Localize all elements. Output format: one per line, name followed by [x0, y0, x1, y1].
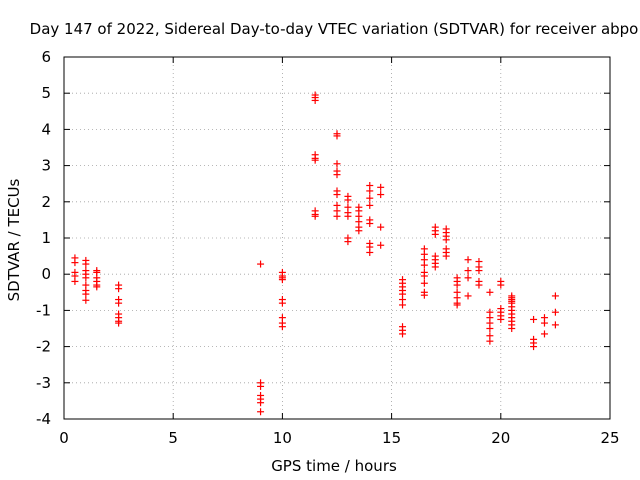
data-point	[333, 160, 341, 168]
y-tick-label: -4	[36, 410, 51, 428]
data-point	[278, 323, 286, 331]
data-point	[344, 196, 352, 204]
x-tick-label: 25	[600, 429, 619, 447]
data-point	[508, 325, 516, 332]
data-point	[431, 263, 439, 271]
data-point	[344, 238, 352, 246]
data-point	[486, 288, 494, 296]
data-point	[344, 212, 352, 220]
data-point	[311, 96, 319, 104]
data-point	[540, 319, 548, 327]
data-point	[333, 132, 341, 140]
data-point	[257, 399, 265, 407]
data-point	[115, 319, 123, 327]
data-point	[551, 321, 559, 329]
data-point	[366, 248, 374, 256]
data-point	[486, 337, 494, 345]
x-tick-label: 20	[491, 429, 510, 447]
data-point	[530, 315, 538, 323]
x-axis-label: GPS time / hours	[271, 457, 397, 475]
data-point	[377, 241, 385, 249]
data-point	[366, 194, 374, 202]
data-point	[366, 187, 374, 195]
data-point	[71, 259, 79, 267]
data-point	[333, 171, 341, 179]
data-point	[420, 279, 428, 287]
data-point	[475, 281, 483, 289]
data-point	[442, 236, 450, 244]
data-point	[464, 267, 472, 275]
data-point	[366, 220, 374, 228]
data-point	[377, 183, 385, 191]
data-point	[420, 272, 428, 280]
data-point	[82, 290, 90, 298]
axis-ticks: 0 5 10 15 20 25 -4 -3 -2 -1 0 1 2 3 4 5 6	[36, 48, 620, 447]
data-point	[257, 260, 265, 268]
data-point	[278, 276, 286, 284]
data-point	[540, 330, 548, 338]
data-point	[453, 301, 461, 309]
y-tick-label: 4	[41, 120, 51, 138]
data-point	[311, 212, 319, 220]
data-point	[257, 408, 265, 416]
y-tick-label: -1	[36, 301, 51, 319]
data-point	[442, 252, 450, 260]
y-tick-label: 2	[41, 193, 51, 211]
y-tick-label: -2	[36, 338, 51, 356]
chart-title: Day 147 of 2022, Sidereal Day-to-day VTE…	[30, 20, 639, 38]
data-point	[333, 212, 341, 220]
data-point	[453, 281, 461, 289]
data-point	[115, 299, 123, 307]
data-point	[530, 343, 538, 351]
y-tick-label: -3	[36, 374, 51, 392]
data-points	[71, 91, 559, 416]
data-point	[464, 292, 472, 300]
data-point	[497, 315, 505, 323]
data-point	[278, 299, 286, 307]
data-point	[486, 325, 494, 332]
data-point	[355, 227, 363, 235]
data-point	[366, 201, 374, 209]
y-tick-label: 0	[41, 265, 51, 283]
y-tick-label: 1	[41, 229, 51, 247]
data-point	[82, 260, 90, 268]
data-point	[71, 277, 79, 285]
y-tick-label: 3	[41, 157, 51, 175]
data-point	[399, 330, 407, 338]
data-point	[82, 296, 90, 304]
y-tick-label: 6	[41, 48, 51, 66]
data-point	[464, 274, 472, 282]
data-point	[115, 285, 123, 293]
data-point	[420, 291, 428, 299]
y-axis-label: SDTVAR / TECUs	[5, 178, 23, 301]
data-point	[551, 292, 559, 300]
data-point	[497, 281, 505, 289]
data-point	[82, 274, 90, 282]
data-point	[311, 156, 319, 164]
data-point	[333, 191, 341, 199]
x-tick-label: 5	[168, 429, 178, 447]
data-point	[551, 308, 559, 316]
x-tick-label: 15	[382, 429, 401, 447]
data-point	[464, 256, 472, 264]
data-point	[257, 382, 265, 390]
data-point	[399, 301, 407, 309]
data-point	[377, 191, 385, 199]
data-point	[431, 230, 439, 238]
x-tick-label: 10	[273, 429, 292, 447]
y-tick-label: 5	[41, 84, 51, 102]
data-point	[93, 283, 101, 291]
data-point	[420, 261, 428, 269]
grid-lines	[64, 57, 610, 419]
data-point	[377, 223, 385, 231]
data-point	[475, 267, 483, 275]
x-tick-label: 0	[59, 429, 69, 447]
